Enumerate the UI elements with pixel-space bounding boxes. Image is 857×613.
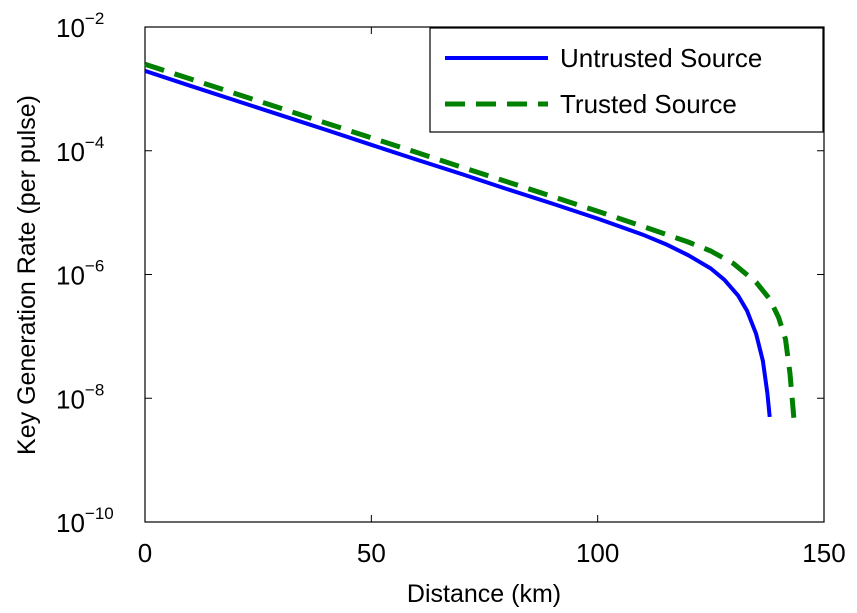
x-tick-label-3: 150 <box>802 538 845 568</box>
y-tick-label-0: 10−10 <box>56 504 114 538</box>
legend-label-untrusted: Untrusted Source <box>560 43 762 73</box>
y-tick-labels: 10−10 10−8 10−6 10−4 10−2 <box>56 9 114 538</box>
legend: Untrusted Source Trusted Source <box>429 27 824 133</box>
series-0-line <box>144 69 772 418</box>
legend-label-trusted: Trusted Source <box>560 89 737 119</box>
legend-box <box>429 27 824 133</box>
y-tick-label-1: 10−8 <box>56 380 104 414</box>
series-1-line <box>144 61 798 427</box>
y-tick-label-2: 10−6 <box>56 257 104 291</box>
x-tick-labels: 0 50 100 150 <box>138 538 846 568</box>
x-axis-label: Distance (km) <box>407 580 561 608</box>
x-tick-label-2: 100 <box>576 538 619 568</box>
series-layer <box>144 61 798 427</box>
axis-ticks <box>144 26 825 523</box>
y-tick-label-4: 10−2 <box>56 9 104 43</box>
y-axis-label: Key Generation Rate (per pulse) <box>13 95 41 455</box>
x-tick-label-1: 50 <box>357 538 386 568</box>
y-tick-label-3: 10−4 <box>56 133 104 167</box>
x-tick-label-0: 0 <box>138 538 152 568</box>
